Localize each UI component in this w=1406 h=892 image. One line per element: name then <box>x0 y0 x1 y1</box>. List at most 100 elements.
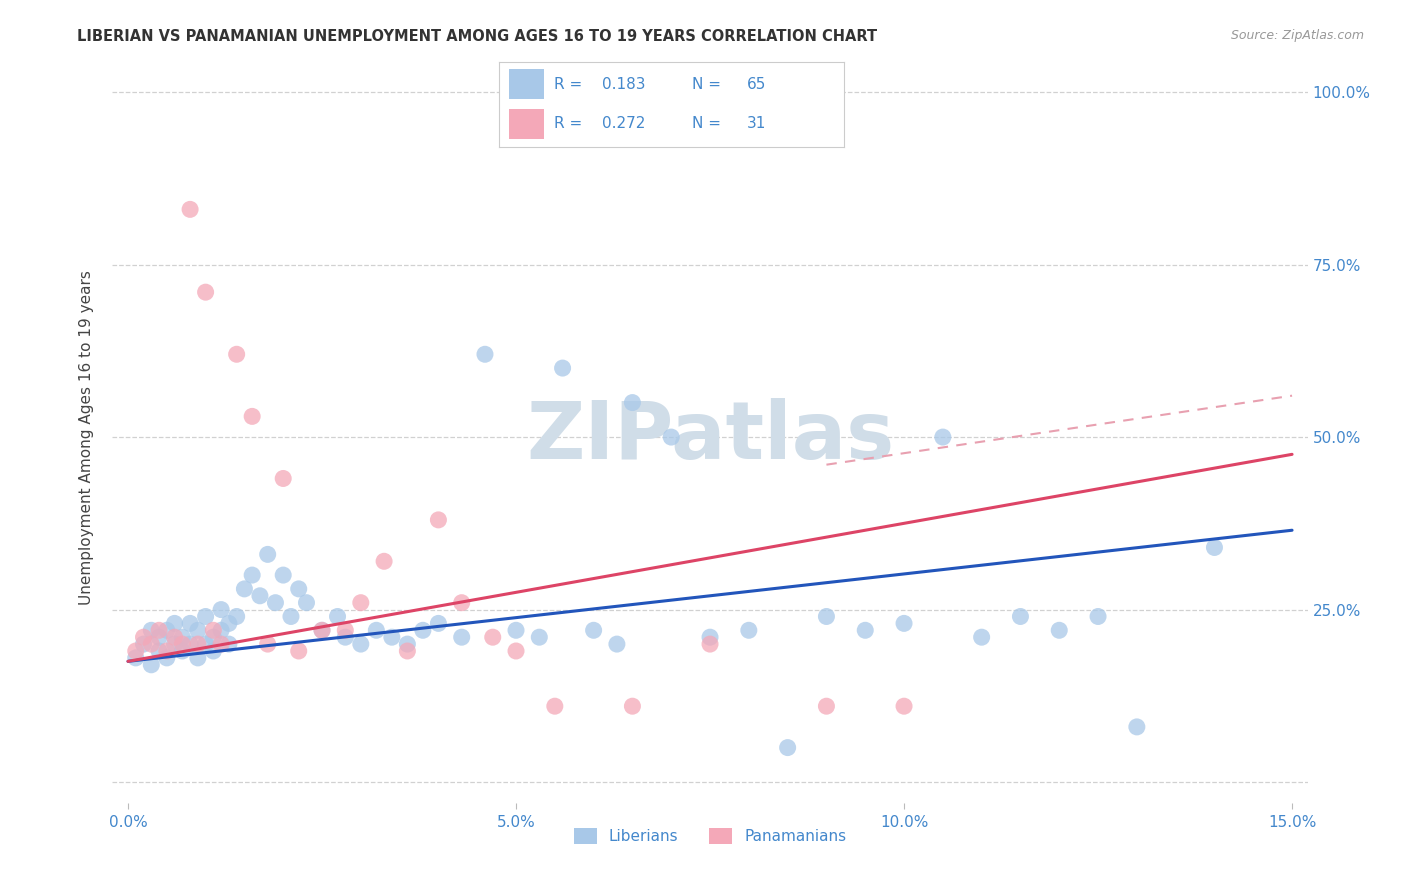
Point <box>529 630 551 644</box>
Point <box>606 637 628 651</box>
Point <box>474 347 496 361</box>
Point <box>551 361 574 376</box>
Point <box>1010 609 1032 624</box>
Point <box>209 637 232 651</box>
Point <box>1087 609 1109 624</box>
Point <box>366 624 388 638</box>
Point <box>187 651 209 665</box>
Point <box>172 637 194 651</box>
Point <box>699 637 721 651</box>
Point <box>187 637 209 651</box>
Y-axis label: Unemployment Among Ages 16 to 19 years: Unemployment Among Ages 16 to 19 years <box>79 269 94 605</box>
Point <box>450 596 472 610</box>
Point <box>249 589 271 603</box>
Point <box>505 624 527 638</box>
Point <box>621 699 644 714</box>
Point <box>125 644 148 658</box>
Point <box>163 637 186 651</box>
Point <box>582 624 605 638</box>
Point <box>335 624 357 638</box>
Point <box>163 630 186 644</box>
Bar <box>509 109 544 139</box>
Point <box>179 637 201 651</box>
Point <box>505 644 527 658</box>
Point <box>970 630 993 644</box>
Point <box>256 637 278 651</box>
Legend: Liberians, Panamanians: Liberians, Panamanians <box>568 822 852 850</box>
Point <box>621 395 644 409</box>
Point <box>209 624 232 638</box>
Point <box>187 624 209 638</box>
Point <box>218 637 240 651</box>
Text: 65: 65 <box>747 77 766 92</box>
Point <box>141 624 163 638</box>
Point <box>326 609 349 624</box>
Point <box>264 596 287 610</box>
Point <box>148 624 170 638</box>
Point <box>350 637 373 651</box>
Point <box>280 609 302 624</box>
Point <box>141 637 163 651</box>
Point <box>202 624 225 638</box>
Point <box>738 624 761 638</box>
Point <box>544 699 567 714</box>
Point <box>381 630 404 644</box>
Point <box>141 657 163 672</box>
Text: LIBERIAN VS PANAMANIAN UNEMPLOYMENT AMONG AGES 16 TO 19 YEARS CORRELATION CHART: LIBERIAN VS PANAMANIAN UNEMPLOYMENT AMON… <box>77 29 877 45</box>
Point <box>209 602 232 616</box>
Point <box>194 637 217 651</box>
Text: ZIPatlas: ZIPatlas <box>526 398 894 476</box>
Point <box>396 637 419 651</box>
Point <box>163 616 186 631</box>
Point <box>450 630 472 644</box>
Point <box>156 624 179 638</box>
Text: 31: 31 <box>747 116 766 131</box>
Point <box>256 548 278 562</box>
Text: N =: N = <box>692 116 725 131</box>
Point <box>776 740 799 755</box>
Point <box>427 513 450 527</box>
Point <box>699 630 721 644</box>
Point <box>218 616 240 631</box>
Point <box>271 568 294 582</box>
Point <box>233 582 256 596</box>
Point <box>132 637 155 651</box>
Point <box>172 630 194 644</box>
Point <box>815 699 838 714</box>
Point <box>287 582 309 596</box>
Point <box>271 471 294 485</box>
Point <box>893 699 915 714</box>
Point <box>287 644 309 658</box>
Point <box>893 616 915 631</box>
Bar <box>509 70 544 99</box>
Point <box>396 644 419 658</box>
Text: R =: R = <box>554 77 588 92</box>
Text: N =: N = <box>692 77 725 92</box>
Point <box>156 651 179 665</box>
Point <box>335 630 357 644</box>
Point <box>125 651 148 665</box>
Point <box>815 609 838 624</box>
Point <box>853 624 876 638</box>
Point <box>179 616 201 631</box>
Point <box>202 630 225 644</box>
Point <box>179 202 201 217</box>
Point <box>132 630 155 644</box>
Point <box>1126 720 1149 734</box>
Point <box>412 624 434 638</box>
Point <box>148 644 170 658</box>
Point <box>172 644 194 658</box>
Text: 0.183: 0.183 <box>603 77 645 92</box>
Point <box>156 644 179 658</box>
Point <box>350 596 373 610</box>
Point <box>194 609 217 624</box>
Point <box>311 624 333 638</box>
Point <box>148 630 170 644</box>
Point <box>194 285 217 300</box>
Text: Source: ZipAtlas.com: Source: ZipAtlas.com <box>1230 29 1364 43</box>
Point <box>311 624 333 638</box>
Point <box>1047 624 1070 638</box>
Point <box>932 430 955 444</box>
Point <box>427 616 450 631</box>
Point <box>373 554 395 568</box>
